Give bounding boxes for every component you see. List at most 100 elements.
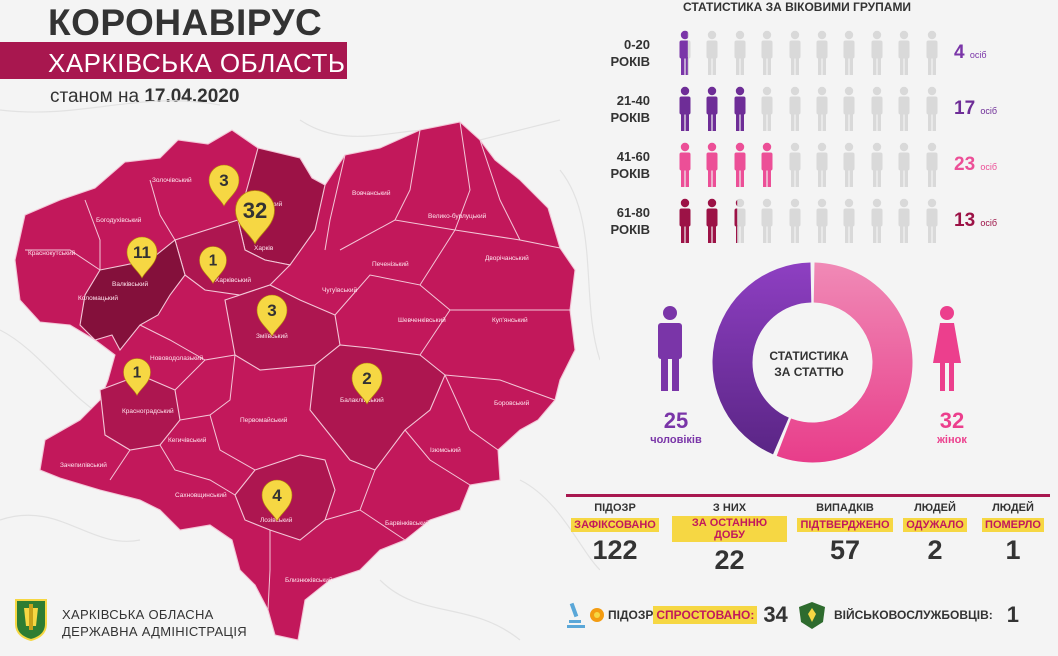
case-marker-value: 3 bbox=[267, 301, 276, 320]
district-label: Близнюківський bbox=[285, 576, 333, 584]
gender-center-line1: СТАТИСТИКА bbox=[769, 349, 849, 363]
person-icon bbox=[816, 86, 828, 131]
district-label: Краснокутський bbox=[28, 249, 76, 257]
district-label: Кегичівський bbox=[168, 436, 207, 444]
case-marker[interactable]: 4 bbox=[261, 479, 293, 522]
district-label: Дворічанський bbox=[485, 254, 529, 262]
age-count-value: 13 bbox=[954, 210, 976, 231]
case-marker-value: 4 bbox=[272, 486, 282, 505]
stat-highlight-label: ПІДТВЕРДЖЕНО bbox=[797, 518, 893, 532]
person-icon bbox=[871, 142, 883, 187]
stat-value: 1 bbox=[1005, 535, 1021, 565]
district-kharkivskyi bbox=[174, 219, 292, 296]
case-marker[interactable]: 1 bbox=[123, 358, 151, 397]
person-icon bbox=[761, 142, 773, 187]
stat-died: ЛЮДЕЙ ПОМЕРЛО 1 bbox=[978, 502, 1048, 566]
stat-top-label: З НИХ bbox=[712, 502, 747, 514]
person-icon bbox=[734, 86, 746, 131]
region-banner bbox=[0, 42, 347, 79]
case-marker[interactable]: 2 bbox=[351, 362, 383, 405]
age-group-row: 41-60 РОКІВ 23 осіб bbox=[600, 142, 1058, 188]
age-unit: РОКІВ bbox=[610, 166, 650, 181]
case-marker-value: 11 bbox=[133, 243, 151, 262]
district-label: Богодухівський bbox=[96, 216, 142, 224]
refuted-highlight: СПРОСТОВАНО: bbox=[653, 606, 758, 624]
case-marker[interactable]: 3 bbox=[256, 294, 288, 337]
stat-value: 122 bbox=[592, 535, 638, 565]
person-icon bbox=[926, 198, 938, 243]
men-slice bbox=[712, 262, 812, 455]
region-title: ХАРКІВСЬКА ОБЛАСТЬ bbox=[48, 48, 346, 78]
person-icon bbox=[871, 86, 883, 131]
gender-donut-chart bbox=[712, 262, 913, 463]
stat-top-label: ПІДОЗР bbox=[594, 502, 636, 514]
stat-highlight-label: ПОМЕРЛО bbox=[982, 518, 1044, 532]
district-label: Балаклійський bbox=[340, 396, 384, 404]
person-icon bbox=[679, 198, 691, 243]
person-icon bbox=[898, 198, 910, 243]
district-label: Золочівський bbox=[152, 176, 192, 184]
summary-divider bbox=[566, 494, 1050, 497]
stat-top-label: ВИПАДКІВ bbox=[816, 502, 874, 514]
stat-last-day: З НИХ ЗА ОСТАННЮ ДОБУ 22 bbox=[672, 502, 787, 576]
district-label: Шевченківський bbox=[398, 316, 446, 324]
district-label: Коломацький bbox=[78, 294, 118, 302]
case-marker-value: 2 bbox=[362, 369, 371, 388]
stat-value: 22 bbox=[714, 545, 745, 575]
case-marker-value: 3 bbox=[219, 171, 228, 190]
person-icon bbox=[706, 142, 718, 187]
footer-org-line2: ДЕРЖАВНА АДМІНІСТРАЦІЯ bbox=[62, 624, 247, 639]
age-count-value: 4 bbox=[954, 42, 965, 63]
case-marker-value: 1 bbox=[209, 252, 218, 269]
person-icon bbox=[734, 30, 746, 75]
person-icon bbox=[789, 142, 801, 187]
person-icon bbox=[926, 86, 938, 131]
age-count-value: 23 bbox=[954, 154, 976, 175]
age-range: 21-40 bbox=[616, 93, 650, 108]
women-count: 32 bbox=[939, 408, 965, 433]
age-group-label: 41-60 РОКІВ bbox=[600, 148, 650, 182]
age-unit: РОКІВ bbox=[610, 54, 650, 69]
case-marker[interactable]: 3 bbox=[208, 164, 240, 207]
district-label: Велико-бурлуцький bbox=[428, 212, 487, 220]
person-icon bbox=[926, 142, 938, 187]
case-marker[interactable]: 11 bbox=[126, 236, 158, 279]
refuted-suspicions: ПІДОЗР СПРОСТОВАНО: 34 bbox=[566, 600, 788, 630]
district-label: Сахновщинський bbox=[175, 491, 227, 499]
person-icon bbox=[843, 142, 855, 187]
refuted-label: ПІДОЗР bbox=[608, 608, 654, 622]
district-label: Валківський bbox=[112, 280, 149, 288]
as-of-prefix: станом на bbox=[50, 86, 140, 107]
district-label: Куп'янський bbox=[492, 316, 528, 324]
stat-highlight-label: ЗА ОСТАННЮ ДОБУ bbox=[672, 516, 787, 542]
case-marker[interactable]: 1 bbox=[199, 246, 227, 285]
age-group-row: 21-40 РОКІВ 17 осіб bbox=[600, 86, 1058, 132]
person-icon bbox=[706, 86, 718, 131]
stat-value: 2 bbox=[927, 535, 943, 565]
men-label: чоловіків bbox=[650, 434, 702, 446]
age-group-count: 13 осіб bbox=[954, 210, 997, 232]
person-icon bbox=[926, 30, 938, 75]
age-group-count: 23 осіб bbox=[954, 154, 997, 176]
person-icon bbox=[843, 30, 855, 75]
men-count: 25 bbox=[663, 408, 689, 433]
gender-center-line2: ЗА СТАТТЮ bbox=[774, 365, 844, 379]
footer-org-line1: ХАРКІВСЬКА ОБЛАСНА bbox=[62, 607, 214, 622]
map-pin-icon bbox=[199, 246, 227, 285]
refuted-value: 34 bbox=[763, 602, 788, 627]
age-group-label: 0-20 РОКІВ bbox=[600, 36, 650, 70]
person-icon bbox=[816, 30, 828, 75]
women-label: жінок bbox=[937, 434, 967, 446]
age-group-label: 21-40 РОКІВ bbox=[600, 92, 650, 126]
person-icon bbox=[871, 30, 883, 75]
military-value: 1 bbox=[1006, 602, 1020, 627]
person-icon bbox=[679, 142, 691, 187]
case-marker[interactable]: 32 bbox=[235, 190, 275, 245]
age-group-label: 61-80 РОКІВ bbox=[600, 204, 650, 238]
person-icon bbox=[679, 86, 691, 131]
man-icon bbox=[658, 306, 682, 391]
map-pin-icon bbox=[235, 190, 275, 245]
stat-recovered: ЛЮДЕЙ ОДУЖАЛО 2 bbox=[900, 502, 970, 566]
map-pin-icon bbox=[261, 479, 293, 522]
as-of-value: 17.04.2020 bbox=[144, 86, 240, 107]
